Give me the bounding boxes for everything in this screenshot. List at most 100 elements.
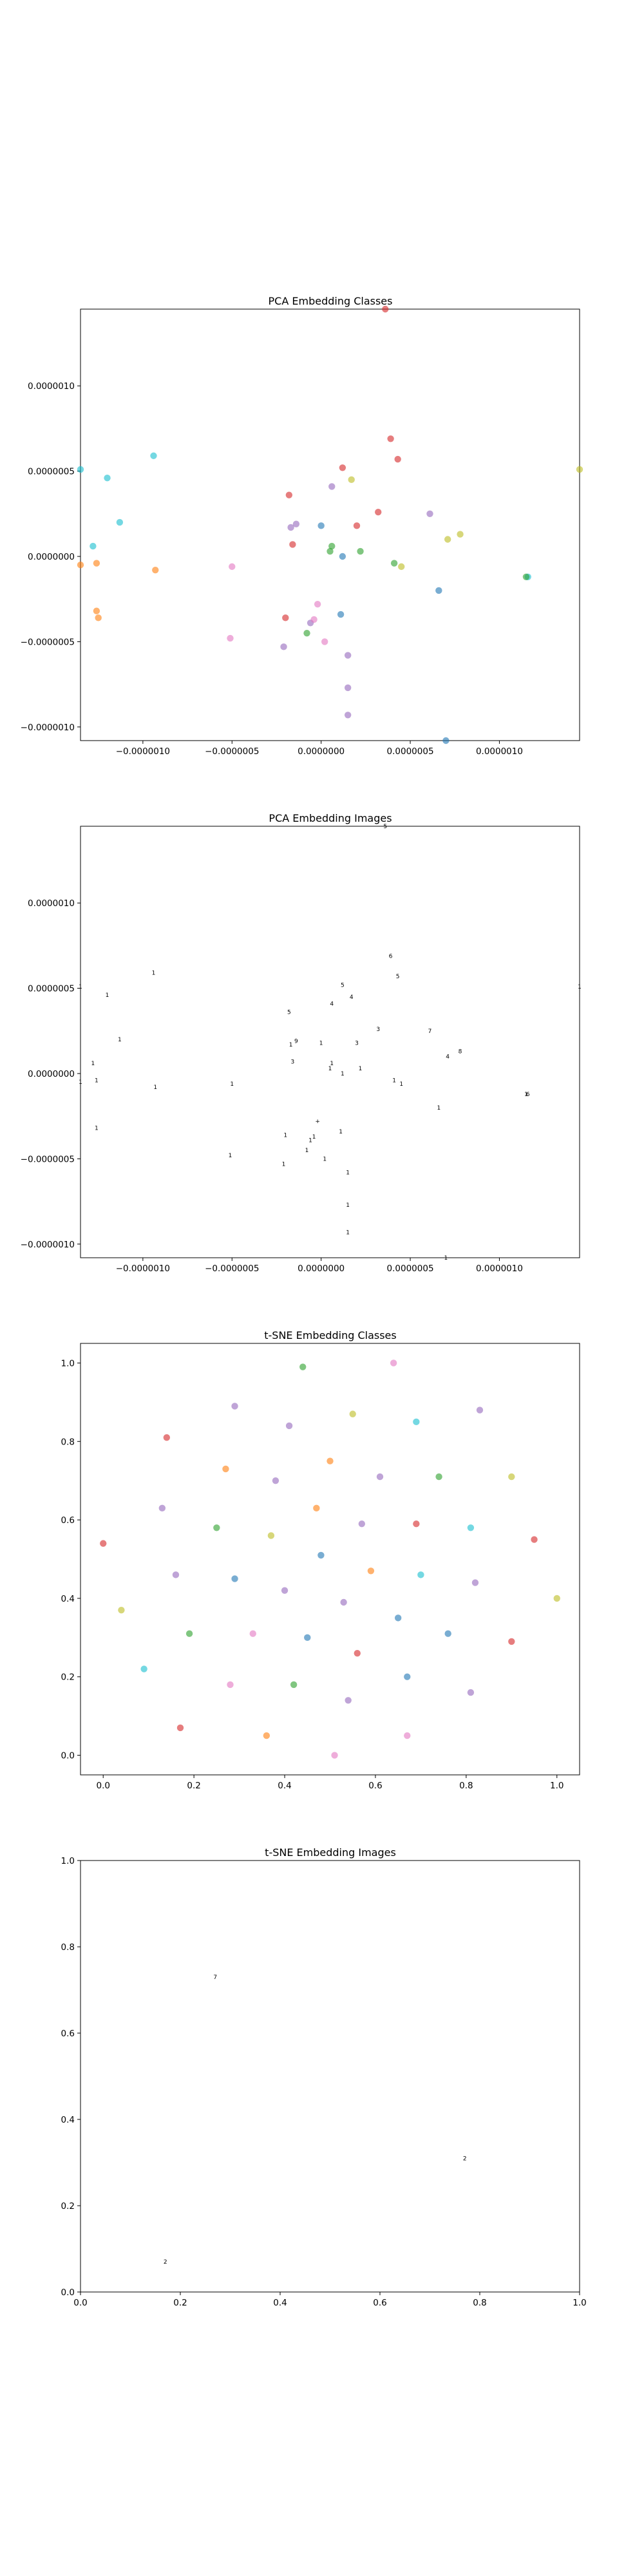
- scatter-point: [263, 1732, 270, 1739]
- scatter-points: [77, 305, 583, 744]
- x-tick-label: 0.8: [459, 1781, 473, 1791]
- chart-title: t-SNE Embedding Images: [265, 1846, 396, 1859]
- scatter-point: [327, 1457, 334, 1464]
- digit-glyph: 1: [312, 1134, 316, 1141]
- scatter-point: [281, 1587, 289, 1594]
- y-tick-label: 1.0: [61, 1856, 75, 1866]
- digit-glyph: 4: [446, 1054, 450, 1061]
- chart-title: PCA Embedding Images: [269, 812, 392, 824]
- scatter-point: [344, 684, 352, 692]
- scatter-point: [222, 1465, 229, 1473]
- digit-glyph: 5: [287, 1010, 291, 1016]
- digit-glyph: 1: [341, 1071, 345, 1077]
- digit-glyph: 1: [392, 1078, 396, 1084]
- scatter-point: [344, 712, 352, 719]
- scatter-point: [339, 553, 346, 560]
- scatter-point: [467, 1524, 475, 1531]
- scatter-point: [353, 522, 361, 529]
- digit-glyph: 1: [308, 1137, 312, 1144]
- scatter-point: [231, 1403, 238, 1410]
- scatter-point: [229, 563, 236, 571]
- digit-glyph: 1: [95, 1126, 99, 1132]
- scatter-point: [93, 607, 100, 614]
- digit-glyph: 1: [437, 1105, 440, 1112]
- scatter-point: [158, 1504, 166, 1512]
- y-tick-label: −0.0000010: [21, 1240, 75, 1250]
- axis-ticks: −0.0000010 −0.0000005 0.0000000 0.0000005 0.…: [21, 898, 523, 1274]
- scatter-point: [576, 466, 583, 473]
- digit-glyph: 1: [106, 992, 109, 999]
- y-tick-label: 0.4: [61, 2115, 75, 2125]
- digit-glyph: 1: [153, 1084, 157, 1091]
- scatter-point: [348, 476, 355, 484]
- scatter-point: [367, 1567, 375, 1575]
- scatter-point: [304, 1634, 311, 1642]
- x-tick-label: −0.0000005: [205, 746, 259, 757]
- scatter-point: [413, 1418, 420, 1426]
- digit-glyph: 5: [383, 824, 387, 830]
- digit-glyph: 1: [444, 1255, 448, 1262]
- digit-glyph: 8: [459, 1049, 462, 1056]
- scatter-point: [272, 1477, 279, 1484]
- digit-glyph: 5: [341, 982, 345, 989]
- scatter-point: [476, 1406, 484, 1414]
- plot-frame: [80, 308, 580, 741]
- x-tick-label: 0.0000005: [387, 1264, 434, 1274]
- digit-glyph: 1: [289, 1042, 293, 1048]
- x-tick-label: −0.0000005: [205, 1264, 259, 1274]
- scatter-point: [354, 1649, 361, 1657]
- scatter-point: [280, 643, 287, 650]
- scatter-point: [321, 638, 328, 645]
- y-tick-label: 0.6: [61, 2029, 75, 2039]
- y-tick-label: −0.0000010: [21, 723, 75, 733]
- digit-glyph: 1: [346, 1202, 350, 1209]
- digit-glyph: 1: [282, 1161, 286, 1168]
- x-tick-label: 0.4: [273, 2298, 287, 2308]
- x-tick-label: 1.0: [573, 2298, 586, 2308]
- scatter-point: [116, 518, 124, 526]
- y-tick-label: 0.0: [61, 2287, 75, 2298]
- scatter-point: [531, 1536, 538, 1543]
- scatter-point: [227, 634, 234, 642]
- scatter-point: [467, 1689, 475, 1696]
- scatter-point: [150, 452, 157, 459]
- digit-glyph: 2: [463, 2155, 467, 2162]
- digit-glyph: 1: [229, 1153, 232, 1159]
- digit-glyph: 4: [330, 1001, 334, 1007]
- digit-glyph: 1: [283, 1132, 287, 1139]
- scatter-point: [317, 1551, 325, 1559]
- x-tick-label: 0.6: [368, 1781, 382, 1791]
- x-tick-label: 0.0000005: [387, 746, 434, 757]
- x-tick-label: −0.0000010: [116, 1264, 170, 1274]
- scatter-glyphs: 7 2 2: [164, 1975, 467, 2266]
- digit-glyph: 1: [399, 1081, 403, 1088]
- axis-ticks: −0.0000010 −0.0000005 0.0000000 0.0000005 0.…: [21, 381, 523, 757]
- digit-glyph: 1: [330, 1061, 334, 1067]
- scatter-point: [382, 305, 389, 313]
- x-tick-label: 0.4: [278, 1781, 291, 1791]
- scatter-point: [90, 542, 97, 550]
- scatter-point: [345, 1697, 352, 1704]
- scatter-point: [417, 1571, 424, 1578]
- digit-glyph: 9: [294, 1039, 298, 1045]
- y-tick-label: 0.2: [61, 2201, 75, 2211]
- scatter-point: [435, 587, 442, 594]
- digit-glyph: 3: [291, 1059, 295, 1065]
- scatter-point: [508, 1638, 515, 1645]
- digit-glyph: 1: [339, 1129, 343, 1135]
- chart-tsne-images: t-SNE Embedding Images 0.0 0.2 0.4 0.6 0.8 1.…: [61, 1846, 587, 2308]
- scatter-point: [303, 629, 310, 637]
- scatter-point: [331, 1752, 338, 1759]
- scatter-point: [77, 466, 84, 473]
- digit-glyph: 1: [578, 984, 582, 990]
- chart-pca-classes: PCA Embedding Classes −0.0000010 −0.00000…: [21, 295, 583, 757]
- plot-frame: [80, 1343, 580, 1776]
- x-tick-label: 1.0: [550, 1781, 564, 1791]
- scatter-point: [404, 1673, 411, 1680]
- scatter-point: [457, 531, 464, 538]
- scatter-point: [285, 491, 293, 498]
- y-tick-label: 0.0000005: [28, 984, 75, 994]
- digit-glyph: 1: [346, 1170, 350, 1177]
- y-tick-label: −0.0000005: [21, 1154, 75, 1164]
